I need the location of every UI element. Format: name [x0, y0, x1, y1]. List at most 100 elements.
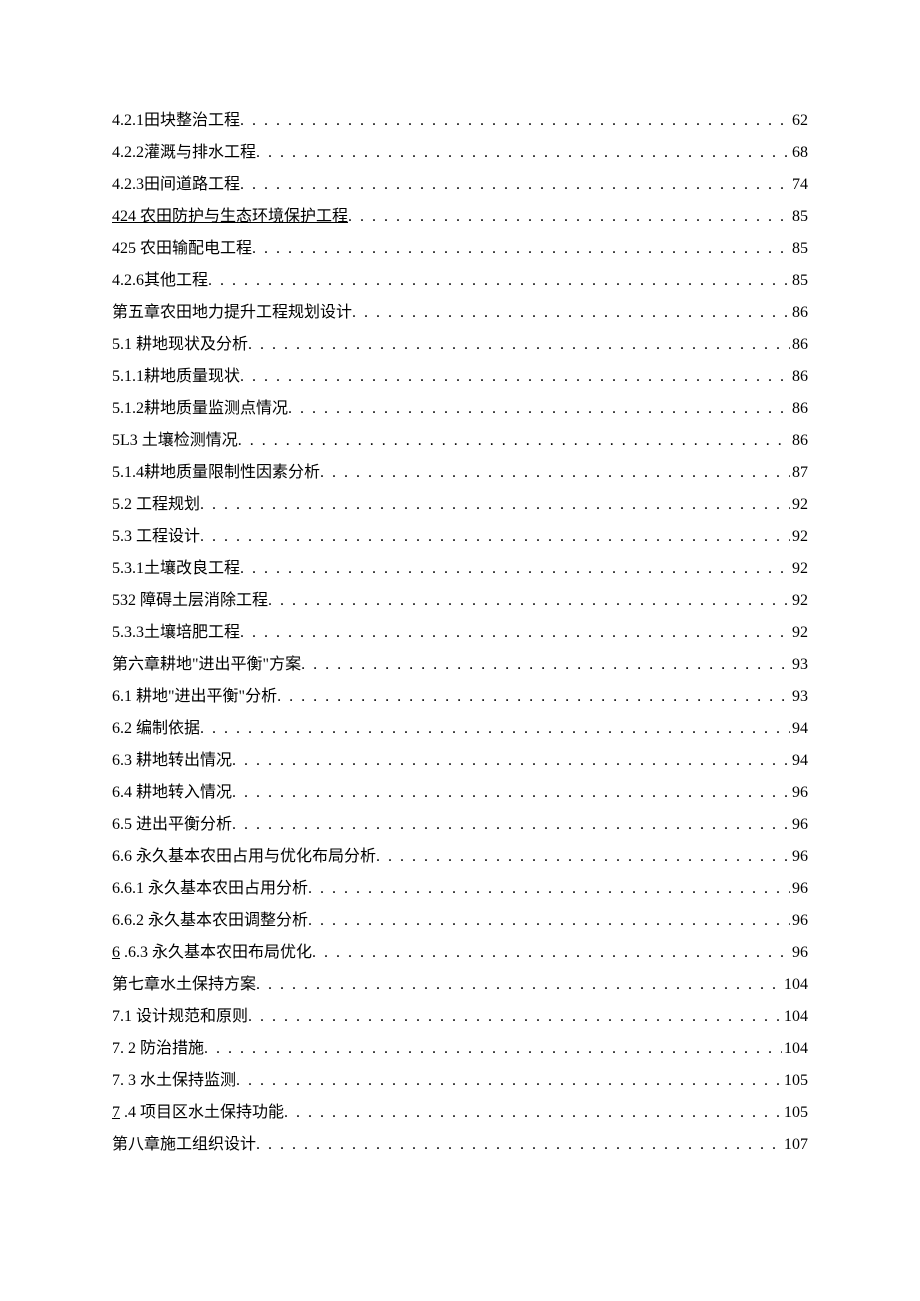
- toc-label: 5.3 工程设计: [112, 521, 200, 553]
- toc-label: 4.2.6其他工程: [112, 265, 208, 297]
- toc-leader-dots: [308, 873, 790, 905]
- toc-leader-dots: [240, 169, 790, 201]
- toc-entry: 5.1 耕地现状及分析86: [112, 329, 808, 361]
- toc-entry: 第五章农田地力提升工程规划设计86: [112, 297, 808, 329]
- toc-entry: 6.6.2 永久基本农田调整分析 96: [112, 905, 808, 937]
- toc-label: 6.4 耕地转入情况: [112, 777, 232, 809]
- toc-entry: 424 农田防护与生态环境保护工程 85: [112, 201, 808, 233]
- toc-leader-dots: [240, 553, 790, 585]
- toc-leader-dots: [256, 969, 782, 1001]
- toc-label: 5.1.2耕地质量监测点情况: [112, 393, 288, 425]
- toc-entry: 7.1 设计规范和原则104: [112, 1001, 808, 1033]
- toc-leader-dots: [200, 521, 790, 553]
- toc-entry: 6.3 耕地转出情况 94: [112, 745, 808, 777]
- toc-page-number: 92: [790, 617, 808, 649]
- toc-page-number: 62: [790, 105, 808, 137]
- toc-label: 5.3.3土壤培肥工程: [112, 617, 240, 649]
- toc-entry: 5L3 土壤检测情况 86: [112, 425, 808, 457]
- toc-page-number: 96: [790, 841, 808, 873]
- toc-leader-dots: [268, 585, 790, 617]
- toc-label: 425 农田输配电工程: [112, 233, 252, 265]
- toc-entry: 5.3.1土壤改良工程92: [112, 553, 808, 585]
- toc-label: 第八章施工组织设计: [112, 1129, 256, 1161]
- toc-page-number: 68: [790, 137, 808, 169]
- toc-leader-dots: [240, 361, 790, 393]
- toc-entry: 4.2.3田间道路工程74: [112, 169, 808, 201]
- toc-page-number: 96: [790, 905, 808, 937]
- toc-entry: 425 农田输配电工程 85: [112, 233, 808, 265]
- toc-page-number: 96: [790, 809, 808, 841]
- toc-page-number: 96: [790, 777, 808, 809]
- table-of-contents: 4.2.1田块整治工程624.2.2灌溉与排水工程 684.2.3田间道路工程74…: [112, 105, 808, 1161]
- toc-page-number: 85: [790, 201, 808, 233]
- toc-leader-dots: [238, 425, 790, 457]
- toc-leader-dots: [204, 1033, 782, 1065]
- toc-page-number: 94: [790, 713, 808, 745]
- toc-page-number: 105: [782, 1065, 808, 1097]
- toc-leader-dots: [248, 1001, 782, 1033]
- toc-label: 5.3.1土壤改良工程: [112, 553, 240, 585]
- toc-entry: 4.2.2灌溉与排水工程 68: [112, 137, 808, 169]
- toc-page-number: 86: [790, 425, 808, 457]
- toc-entry: 5.2 工程规划 92: [112, 489, 808, 521]
- toc-page-number: 86: [790, 329, 808, 361]
- toc-page-number: 92: [790, 521, 808, 553]
- toc-label: 4.2.3田间道路工程: [112, 169, 240, 201]
- toc-leader-dots: [256, 137, 790, 169]
- toc-label: 424 农田防护与生态环境保护工程: [112, 201, 348, 233]
- toc-page-number: 93: [790, 681, 808, 713]
- toc-label: 5.2 工程规划: [112, 489, 200, 521]
- toc-label: 6.6.2 永久基本农田调整分析: [112, 905, 308, 937]
- toc-leader-dots: [200, 489, 790, 521]
- toc-entry: 5.3.3土壤培肥工程 92: [112, 617, 808, 649]
- toc-page-number: 87: [790, 457, 808, 489]
- toc-entry: 5.1.1耕地质量现状86: [112, 361, 808, 393]
- toc-label: 5L3 土壤检测情况: [112, 425, 238, 457]
- toc-page-number: 104: [782, 1001, 808, 1033]
- toc-entry: 7 .4 项目区水土保持功能105: [112, 1097, 808, 1129]
- toc-entry: 6.4 耕地转入情况 96: [112, 777, 808, 809]
- toc-label: 7. 2 防治措施: [112, 1033, 204, 1065]
- toc-leader-dots: [288, 393, 790, 425]
- toc-entry: 第七章水土保持方案104: [112, 969, 808, 1001]
- toc-label: 4.2.2灌溉与排水工程: [112, 137, 256, 169]
- toc-label: 6 .6.3 永久基本农田布局优化: [112, 937, 312, 969]
- toc-entry: 5.1.4耕地质量限制性因素分析87: [112, 457, 808, 489]
- toc-page-number: 96: [790, 937, 808, 969]
- toc-leader-dots: [312, 937, 790, 969]
- toc-label: 5.1.1耕地质量现状: [112, 361, 240, 393]
- toc-entry: 532 障碍土层消除工程92: [112, 585, 808, 617]
- toc-page-number: 104: [782, 969, 808, 1001]
- toc-leader-dots: [284, 1097, 782, 1129]
- toc-entry: 7. 3 水土保持监测 105: [112, 1065, 808, 1097]
- toc-leader-dots: [240, 105, 790, 137]
- toc-entry: 6.1 耕地"进出平衡"分析93: [112, 681, 808, 713]
- toc-page-number: 85: [790, 233, 808, 265]
- toc-page-number: 92: [790, 489, 808, 521]
- toc-entry: 7. 2 防治措施104: [112, 1033, 808, 1065]
- toc-entry: 5.3 工程设计 92: [112, 521, 808, 553]
- toc-label: 6.2 编制依据: [112, 713, 200, 745]
- toc-leader-dots: [236, 1065, 782, 1097]
- toc-leader-dots: [352, 297, 790, 329]
- toc-entry: 4.2.1田块整治工程62: [112, 105, 808, 137]
- toc-label: 6.5 进出平衡分析: [112, 809, 232, 841]
- toc-leader-dots: [301, 649, 790, 681]
- toc-page-number: 96: [790, 873, 808, 905]
- toc-label: 6.3 耕地转出情况: [112, 745, 232, 777]
- toc-leader-dots: [376, 841, 790, 873]
- toc-label: 6.6 永久基本农田占用与优化布局分析: [112, 841, 376, 873]
- toc-page-number: 86: [790, 393, 808, 425]
- toc-label: 7. 3 水土保持监测: [112, 1065, 236, 1097]
- toc-leader-dots: [252, 233, 790, 265]
- toc-leader-dots: [232, 777, 790, 809]
- toc-label: 第六章耕地"进出平衡"方案: [112, 649, 301, 681]
- toc-page-number: 94: [790, 745, 808, 777]
- toc-page-number: 93: [790, 649, 808, 681]
- toc-entry: 5.1.2耕地质量监测点情况 86: [112, 393, 808, 425]
- toc-entry: 6.6 永久基本农田占用与优化布局分析 96: [112, 841, 808, 873]
- toc-leader-dots: [248, 329, 790, 361]
- toc-label: 第五章农田地力提升工程规划设计: [112, 297, 352, 329]
- toc-leader-dots: [277, 681, 790, 713]
- toc-leader-dots: [232, 809, 790, 841]
